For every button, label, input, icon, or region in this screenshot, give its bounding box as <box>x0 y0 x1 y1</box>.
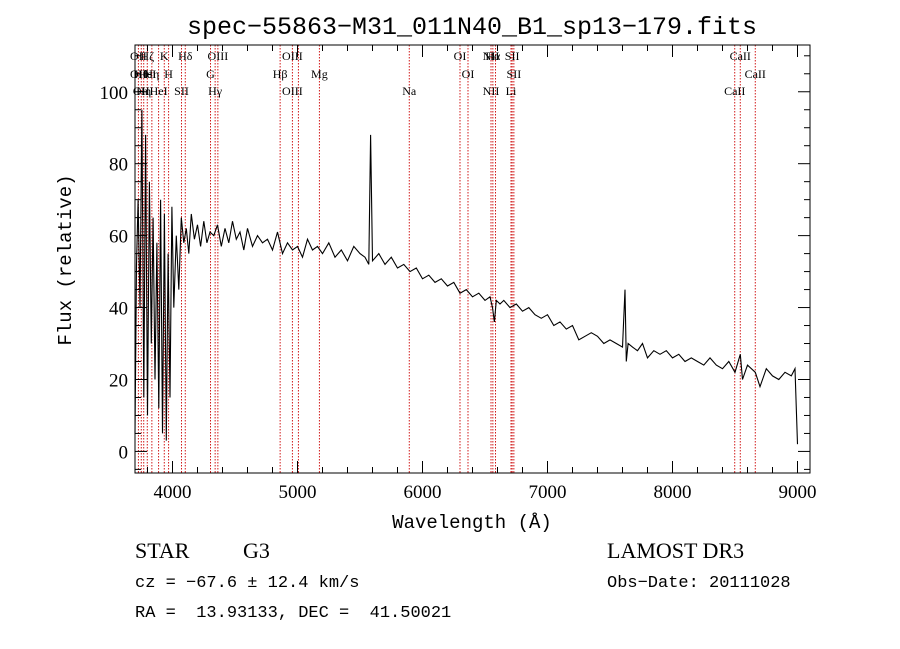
line-marker-label: Hα <box>485 49 501 63</box>
x-tick-label: 9000 <box>779 482 817 503</box>
radial-velocity: cz = −67.6 ± 12.4 km/s <box>135 574 360 593</box>
observation-date: Obs−Date: 20111028 <box>607 574 791 593</box>
y-tick-label: 100 <box>100 83 129 104</box>
line-marker-label: CaII <box>730 49 751 63</box>
y-tick-label: 20 <box>109 370 128 391</box>
line-marker-label: H <box>164 67 173 81</box>
line-marker-label: OI <box>454 49 467 63</box>
y-tick-label: 60 <box>109 227 128 248</box>
line-marker-label: SII <box>174 84 189 98</box>
plot-frame <box>134 44 811 474</box>
chart-title: spec−55863−M31_011N40_B1_sp13−179.fits <box>187 13 757 42</box>
line-marker-label: NII <box>483 49 500 63</box>
line-marker-label: CaII <box>724 84 745 98</box>
line-marker-label: OIII <box>282 84 303 98</box>
object-subclass: G3 <box>243 538 270 563</box>
y-tick-label: 0 <box>119 442 129 463</box>
line-marker-label: OIII <box>208 49 229 63</box>
x-tick-label: 4000 <box>154 482 192 503</box>
x-tick-label: 8000 <box>654 482 692 503</box>
line-marker-label: Hζ <box>140 49 154 63</box>
line-marker-label: Hθ <box>134 67 149 81</box>
x-axis-ticks: 4000 5000 6000 7000 8000 9000 <box>147 45 817 503</box>
line-marker-label: K <box>160 49 169 63</box>
emission-line-markers <box>137 45 756 473</box>
line-marker-label: OII <box>133 84 150 98</box>
line-marker-label: Hη <box>144 67 159 81</box>
y-axis-ticks: 0 20 40 60 80 100 <box>100 55 810 470</box>
line-marker-label: Li <box>506 84 517 98</box>
line-marker-label: NII <box>483 84 500 98</box>
y-tick-label: 80 <box>109 155 128 176</box>
line-marker-label: Mg <box>311 67 328 81</box>
line-marker-label: CaII <box>745 67 766 81</box>
line-marker-label: OIII <box>282 49 303 63</box>
y-tick-label: 40 <box>109 299 128 320</box>
x-tick-label: 7000 <box>529 482 567 503</box>
line-marker-label: G <box>206 67 215 81</box>
line-marker-label: OI <box>462 67 475 81</box>
line-marker-label: Hη <box>136 84 151 98</box>
line-marker-label: SII <box>505 49 520 63</box>
line-marker-label: HeI <box>150 84 168 98</box>
line-marker-label: Hβ <box>273 67 288 81</box>
object-class: STAR <box>135 538 190 563</box>
y-axis-label: Flux (relative) <box>55 174 77 345</box>
line-marker-label: HeI <box>138 67 156 81</box>
line-marker-label: Hδ <box>178 49 193 63</box>
line-marker-label: Hγ <box>208 84 223 98</box>
x-axis-label: Wavelength (Å) <box>392 512 552 534</box>
coordinates: RA = 13.93133, DEC = 41.50021 <box>135 604 452 623</box>
survey-name: LAMOST DR3 <box>607 538 745 563</box>
line-marker-label: SII <box>507 67 522 81</box>
line-marker-label: Na <box>402 84 417 98</box>
flux-series-line <box>134 109 799 445</box>
x-tick-label: 6000 <box>404 482 442 503</box>
x-tick-label: 5000 <box>279 482 317 503</box>
emission-line-labels: OIIOIIHθOIIHηHζHeIHηHeIKHSIIHδGHγOIIIHβO… <box>130 49 766 98</box>
